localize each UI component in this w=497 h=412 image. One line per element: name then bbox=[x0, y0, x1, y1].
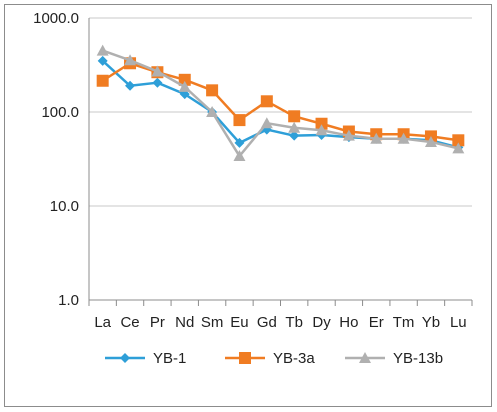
data-point bbox=[234, 137, 245, 148]
x-tick-label: Er bbox=[369, 314, 384, 331]
data-point bbox=[233, 114, 246, 127]
data-point bbox=[96, 44, 109, 56]
data-point bbox=[315, 124, 328, 136]
x-tick-label: Ho bbox=[339, 314, 358, 331]
y-tick-label: 100.0 bbox=[41, 104, 79, 121]
gridlines bbox=[89, 17, 472, 207]
data-point bbox=[288, 121, 301, 133]
series-group bbox=[96, 44, 465, 162]
data-point bbox=[452, 142, 465, 154]
legend-item: YB-3a bbox=[225, 350, 315, 367]
legend: YB-1 YB-3a YB-13b bbox=[105, 350, 443, 367]
legend-marker bbox=[239, 352, 251, 364]
data-point bbox=[206, 106, 219, 117]
data-point bbox=[97, 55, 108, 66]
data-point bbox=[397, 132, 410, 144]
legend-label: YB-3a bbox=[273, 350, 315, 367]
legend-item: YB-13b bbox=[345, 350, 443, 367]
x-tick-label: Tb bbox=[285, 314, 303, 331]
x-tick-label: Yb bbox=[422, 314, 440, 331]
x-tick-label: Eu bbox=[230, 314, 248, 331]
legend-label: YB-1 bbox=[153, 350, 186, 367]
data-point bbox=[151, 65, 164, 77]
y-axis-ticks: 1000.0 100.0 10.0 1.0 bbox=[33, 10, 79, 309]
legend-item: YB-1 bbox=[105, 350, 186, 367]
series-yb-13b bbox=[96, 44, 465, 162]
x-tick-label: La bbox=[94, 314, 111, 331]
x-tick-label: Lu bbox=[450, 314, 467, 331]
data-point bbox=[370, 132, 383, 144]
data-point bbox=[452, 134, 465, 147]
axes bbox=[88, 18, 472, 301]
x-tick-label: Nd bbox=[175, 314, 194, 331]
x-tick-label: Dy bbox=[312, 314, 331, 331]
legend-marker bbox=[120, 353, 130, 363]
data-point bbox=[289, 130, 300, 141]
data-point bbox=[233, 150, 246, 162]
y-tick-label: 1000.0 bbox=[33, 10, 79, 27]
x-tick-label: Gd bbox=[257, 314, 277, 331]
data-point bbox=[96, 74, 109, 87]
x-tick-label: Sm bbox=[201, 314, 224, 331]
data-point bbox=[260, 117, 273, 129]
data-point bbox=[424, 135, 437, 147]
data-point bbox=[152, 77, 163, 88]
data-point bbox=[260, 95, 273, 108]
x-tick-label: Ce bbox=[120, 314, 139, 331]
y-tick-label: 10.0 bbox=[50, 198, 79, 215]
data-point bbox=[178, 73, 191, 86]
x-axis-ticks: La Ce Pr Nd Sm Eu Gd Tb Dy Ho Er Tm Yb Lu bbox=[88, 300, 473, 331]
data-point bbox=[288, 110, 301, 123]
legend-label: YB-13b bbox=[393, 350, 443, 367]
data-point bbox=[178, 80, 191, 92]
legend-marker bbox=[359, 352, 371, 363]
data-point bbox=[342, 129, 355, 141]
data-point bbox=[124, 54, 137, 66]
data-point bbox=[206, 84, 219, 97]
data-point bbox=[125, 80, 136, 91]
x-tick-label: Tm bbox=[393, 314, 415, 331]
x-tick-label: Pr bbox=[150, 314, 165, 331]
y-tick-label: 1.0 bbox=[58, 292, 79, 309]
data-point bbox=[315, 117, 328, 130]
data-point bbox=[261, 124, 272, 135]
